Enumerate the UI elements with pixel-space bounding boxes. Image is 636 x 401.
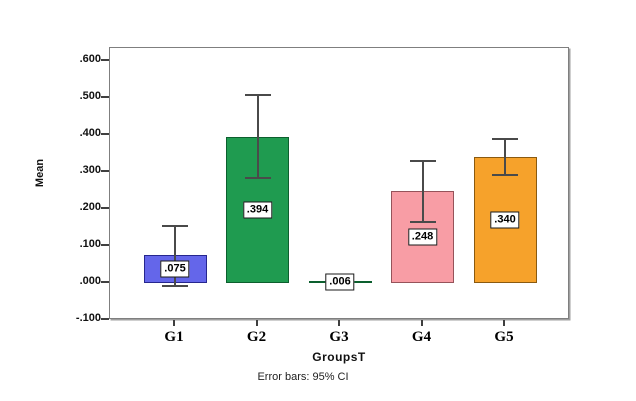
y-tick-label: -.100 xyxy=(75,312,101,324)
error-bar-cap-bottom-G1 xyxy=(162,284,188,287)
x-tick-mark-G5 xyxy=(503,320,505,326)
y-tick-label: .100 xyxy=(79,237,101,250)
bar-value-label-G2: .394 xyxy=(242,201,273,219)
x-tick-mark-G1 xyxy=(173,320,175,326)
error-bar-cap-top-G5 xyxy=(492,138,518,141)
bar-value-label-G4: .248 xyxy=(407,228,438,246)
bar-value-label-G1: .075 xyxy=(160,260,190,278)
y-tick-label: .500 xyxy=(79,89,101,102)
bar-value-label-G5: .340 xyxy=(490,211,520,229)
x-tick-mark-G3 xyxy=(338,320,340,326)
bar-value-label-G3: .006 xyxy=(325,273,355,291)
x-tick-label-G4: G4 xyxy=(411,329,432,345)
x-tick-label-G2: G2 xyxy=(246,329,267,345)
y-tick-label: .600 xyxy=(79,52,101,65)
y-tick-mark xyxy=(101,206,109,209)
error-bars-caption: Error bars: 95% CI xyxy=(257,371,349,383)
y-tick-mark xyxy=(101,280,109,283)
error-bar-line-G2 xyxy=(256,94,259,179)
error-bar-cap-bottom-G5 xyxy=(492,173,518,176)
error-bar-cap-top-G4 xyxy=(409,159,436,162)
error-bar-cap-bottom-G2 xyxy=(244,177,271,180)
y-tick-label: .300 xyxy=(79,163,101,176)
x-tick-label-G3: G3 xyxy=(329,329,349,345)
error-bar-line-G4 xyxy=(421,160,424,222)
x-axis-title: GroupsT xyxy=(312,350,366,364)
y-tick-label: .400 xyxy=(79,126,101,139)
error-bar-line-G1 xyxy=(174,225,176,286)
plot-area: .075 .394 .006 .248 .340 xyxy=(109,47,569,319)
y-tick-mark xyxy=(101,318,109,320)
x-tick-label-G1: G1 xyxy=(164,329,184,345)
y-tick-label: .200 xyxy=(79,200,101,213)
x-tick-label-G5: G5 xyxy=(494,329,514,345)
error-bar-cap-top-G2 xyxy=(244,93,271,96)
error-bar-cap-top-G1 xyxy=(162,224,188,227)
y-tick-mark xyxy=(101,58,109,61)
error-bar-cap-bottom-G4 xyxy=(409,220,436,223)
y-tick-mark xyxy=(101,132,109,135)
error-bar-line-G5 xyxy=(504,139,506,175)
x-tick-mark-G4 xyxy=(420,320,423,326)
y-tick-mark xyxy=(101,169,109,172)
y-tick-label: .000 xyxy=(79,274,101,287)
x-tick-mark-G2 xyxy=(255,320,258,326)
y-tick-mark xyxy=(101,95,109,98)
y-tick-mark xyxy=(101,243,109,246)
